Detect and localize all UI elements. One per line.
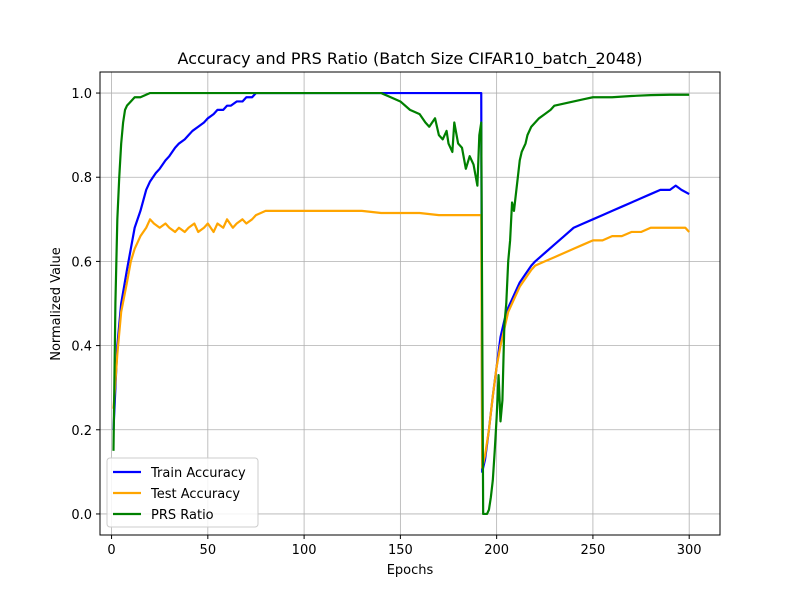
- y-tick-label: 0.2: [71, 424, 92, 439]
- y-tick-label: 0.6: [71, 255, 92, 270]
- legend-label-prs-ratio: PRS Ratio: [151, 508, 214, 523]
- y-tick-label: 1.0: [71, 87, 92, 102]
- series-line-test-accuracy: [112, 209, 691, 469]
- axis-ticks: 0 50 100 150 200 250 300 0.0 0.2 0.4 0.6 0.8 1.0: [71, 87, 701, 558]
- y-tick-label: 0.8: [71, 171, 92, 186]
- y-tick-label: 0.4: [71, 340, 92, 355]
- y-tick-label: 0.0: [71, 508, 92, 523]
- chart-title: Accuracy and PRS Ratio (Batch Size CIFAR…: [178, 49, 643, 69]
- x-axis-label: Epochs: [387, 563, 434, 578]
- x-tick-label: 200: [484, 543, 509, 558]
- x-tick-label: 300: [677, 543, 702, 558]
- legend: Train Accuracy Test Accuracy PRS Ratio: [106, 457, 259, 528]
- series-layer: [112, 91, 691, 516]
- x-tick-label: 50: [200, 543, 217, 558]
- x-tick-label: 100: [292, 543, 317, 558]
- x-tick-label: 150: [388, 543, 413, 558]
- x-tick-label: 0: [107, 543, 115, 558]
- x-tick-label: 250: [581, 543, 606, 558]
- series-line-prs-ratio: [112, 91, 690, 516]
- legend-label-test-accuracy: Test Accuracy: [150, 487, 240, 502]
- legend-label-train-accuracy: Train Accuracy: [150, 466, 246, 481]
- y-axis-label: Normalized Value: [49, 247, 64, 361]
- plot-frame: [99, 71, 721, 536]
- legend-box: [106, 457, 259, 528]
